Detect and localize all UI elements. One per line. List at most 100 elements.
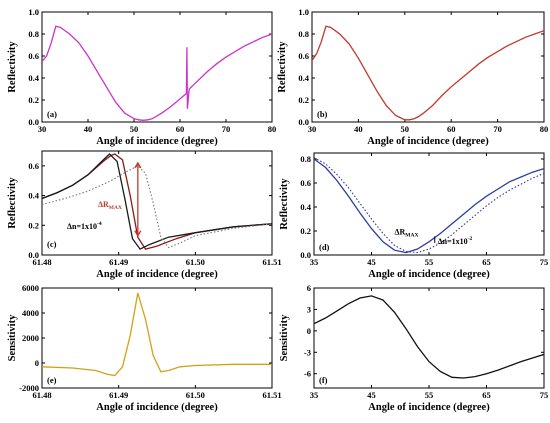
series-line-2 [42,165,272,249]
y-tick-label: 0.4 [300,202,311,212]
x-tick-label: 61.50 [186,390,205,400]
y-tick-label: 0 [307,326,311,336]
y-axis-label: Reflectivity [7,177,18,229]
x-tick-label: 30 [308,124,317,134]
x-tick-label: 55 [425,390,434,400]
y-axis-label: Reflectivity [279,178,290,230]
y-tick-label: 0 [35,358,39,368]
y-tick-label: 0.4 [298,73,309,83]
y-tick-label: 0.0 [28,250,39,260]
plot-frame [41,11,273,123]
y-tick-label: 0.2 [300,226,311,236]
panel-f: 35 45 55 65 75 -6 -3 0 3 6 Angle of incidence (deg… [279,283,548,413]
x-tick-label: 30 [38,124,47,134]
x-tick-label: 40 [84,124,93,134]
x-tick-label: 45 [367,390,376,400]
arrow-head-down [134,230,142,237]
y-axis-label: Sensitivity [7,314,18,361]
y-tick-label: 0.6 [28,161,39,171]
panel-a: 30 40 50 60 70 80 0.0 0.2 0.4 0.6 0.8 1.0 Angle of i… [7,7,276,147]
y-axis-label: Sensitivity [279,314,290,361]
y-tick-label: 0.6 [300,178,311,188]
panel-d: 35 45 55 65 75 0.0 0.2 0.4 0.6 0.8 Angle of incide… [279,152,549,280]
x-tick-label: 61.49 [109,390,128,400]
x-tick-label: 61.51 [262,257,281,267]
plot-frame [41,287,273,389]
plot-frame [313,152,545,256]
x-axis-label: Angle of incidence (degree) [367,136,489,147]
y-tick-label: -6 [304,369,311,379]
panel-label: (a) [47,109,57,119]
y-tick-label: 0.6 [298,51,309,61]
x-tick-label: 55 [425,257,434,267]
x-tick-label: 40 [354,124,363,134]
y-tick-label: 2000 [22,333,39,343]
y-tick-label: -3 [304,347,311,357]
panel-c: 61.48 61.49 61.50 61.51 0.0 0.2 0.4 0.6 Angle of… [7,150,282,280]
x-axis-label: Angle of incidence (degree) [368,269,490,280]
x-tick-label: 80 [268,124,277,134]
x-tick-label: 75 [540,390,549,400]
y-tick-label: 0.2 [28,95,39,105]
x-tick-label: 50 [130,124,139,134]
series-line-0 [42,153,272,250]
series-line-0 [314,158,544,254]
y-tick-label: 1.0 [28,7,39,17]
plot-frame [311,11,545,123]
y-tick-label: 1.0 [298,7,309,17]
panel-b: 30 40 50 60 70 80 0.0 0.2 0.4 0.6 0.8 1.0 Angle of i… [277,7,548,147]
panel-label: (d) [319,242,330,252]
delta-n-label: Δn=1x10-4 [67,221,102,231]
y-tick-label: 0.6 [28,51,39,61]
x-tick-label: 61.48 [32,257,51,267]
panel-label: (f) [319,375,328,385]
x-tick-label: 75 [540,257,549,267]
series-line-0 [42,292,272,377]
x-axis-label: Angle of incidence (degree) [368,402,490,413]
x-tick-label: 61.49 [109,257,128,267]
y-tick-label: -2000 [19,383,39,393]
delta-r-max-label: ΔRMAX [395,228,419,239]
y-tick-label: 6 [307,283,311,293]
x-tick-label: 61.48 [32,390,51,400]
y-tick-label: 6000 [22,283,39,293]
series-line-1 [42,153,272,250]
y-tick-label: 0.2 [298,95,309,105]
series-line-0 [314,295,544,379]
x-tick-label: 70 [222,124,231,134]
y-axis-label: Reflectivity [277,41,288,93]
panel-label: (c) [47,239,57,249]
y-tick-label: 0.4 [28,73,39,83]
panel-label: (e) [47,375,57,385]
delta-r-max-label: ΔRMAX [98,200,122,211]
series-line-0 [312,25,544,121]
x-tick-label: 45 [367,257,376,267]
arrow-head-up [134,161,142,169]
delta-n-label: Δn=1x10-2 [438,236,473,246]
y-tick-label: 0.4 [28,191,39,201]
y-tick-label: 3 [307,304,311,314]
x-tick-label: 61.51 [262,390,281,400]
y-tick-label: 0.2 [28,220,39,230]
x-tick-label: 60 [176,124,185,134]
x-tick-label: 65 [482,257,491,267]
x-axis-label: Angle of incidence (degree) [96,136,218,147]
y-tick-label: 0.8 [298,29,309,39]
x-tick-label: 35 [310,390,319,400]
x-axis-label: Angle of incidence (degree) [96,402,218,413]
y-tick-label: 0.0 [300,250,311,260]
y-tick-label: 0.8 [300,154,311,164]
x-tick-label: 50 [401,124,410,134]
y-tick-label: 0.8 [28,29,39,39]
series-line-1 [314,157,544,254]
panel-label: (b) [317,109,328,119]
y-tick-label: 0.0 [28,117,39,127]
x-tick-label: 61.50 [186,257,205,267]
x-tick-label: 70 [493,124,502,134]
x-tick-label: 35 [310,257,319,267]
x-tick-label: 60 [447,124,456,134]
y-axis-label: Reflectivity [7,41,18,93]
x-tick-label: 80 [540,124,549,134]
y-tick-label: 4000 [22,308,39,318]
